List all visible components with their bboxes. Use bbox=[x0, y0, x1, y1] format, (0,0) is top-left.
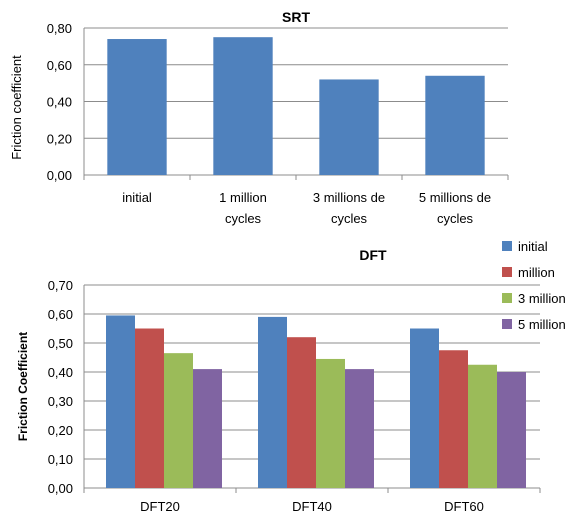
dft-bar bbox=[258, 316, 287, 488]
dft-y-tick-label: 0,00 bbox=[48, 481, 73, 496]
srt-bar bbox=[319, 79, 379, 175]
dft-chart: 0,00 0,10 0,20 0,30 0,40 0,50 0,60 0,70 DFT20 DFT… bbox=[16, 239, 566, 514]
dft-bar bbox=[316, 358, 345, 488]
dft-legend-swatch bbox=[502, 267, 512, 277]
dft-y-tick-label: 0,40 bbox=[48, 365, 73, 380]
dft-category-label: DFT20 bbox=[140, 499, 180, 514]
dft-bar bbox=[497, 372, 526, 488]
dft-bar bbox=[164, 353, 193, 488]
srt-bar bbox=[425, 75, 485, 175]
dft-title: DFT bbox=[359, 247, 387, 263]
srt-category-label: 5 millions de bbox=[419, 190, 491, 205]
dft-legend-label: initial bbox=[518, 239, 548, 254]
srt-y-tick-label: 0,20 bbox=[47, 131, 72, 146]
dft-bar bbox=[135, 328, 164, 488]
srt-y-tick-label: 0,40 bbox=[47, 95, 72, 110]
srt-category-label: initial bbox=[122, 190, 152, 205]
srt-category-label: cycles bbox=[331, 211, 368, 226]
dft-bar bbox=[287, 337, 316, 488]
dft-y-axis-label: Friction Coefficient bbox=[16, 332, 30, 441]
dft-bar bbox=[410, 328, 439, 488]
srt-category-label: cycles bbox=[225, 211, 262, 226]
srt-title: SRT bbox=[282, 9, 310, 25]
dft-category-label: DFT40 bbox=[292, 499, 332, 514]
dft-legend: initial million 3 million 5 million bbox=[502, 239, 566, 332]
srt-y-tick-label: 0,60 bbox=[47, 58, 72, 73]
srt-chart: 0,00 0,20 0,40 0,60 0,80 initial 1 million cycl… bbox=[9, 9, 509, 226]
dft-y-tick-label: 0,20 bbox=[48, 423, 73, 438]
srt-bar bbox=[107, 39, 167, 176]
srt-y-axis-label: Friction coefficient bbox=[9, 55, 24, 160]
dft-bar bbox=[345, 369, 374, 488]
dft-y-tick-label: 0,60 bbox=[48, 307, 73, 322]
dft-y-tick-label: 0,10 bbox=[48, 452, 73, 467]
dft-legend-label: 3 million bbox=[518, 291, 566, 306]
dft-bar bbox=[468, 364, 497, 488]
srt-y-tick-label: 0,80 bbox=[47, 21, 72, 36]
srt-category-label: 3 millions de bbox=[313, 190, 385, 205]
dft-bar bbox=[106, 315, 135, 488]
dft-bar bbox=[193, 369, 222, 488]
srt-category-label: cycles bbox=[437, 211, 474, 226]
dft-legend-swatch bbox=[502, 293, 512, 303]
dft-y-tick-label: 0,50 bbox=[48, 336, 73, 351]
dft-category-label: DFT60 bbox=[444, 499, 484, 514]
dft-legend-label: 5 million bbox=[518, 317, 566, 332]
dft-legend-swatch bbox=[502, 241, 512, 251]
dft-y-tick-label: 0,70 bbox=[48, 278, 73, 293]
dft-y-tick-label: 0,30 bbox=[48, 394, 73, 409]
srt-bar bbox=[213, 37, 273, 175]
dft-bar bbox=[439, 350, 468, 488]
srt-category-label: 1 million bbox=[219, 190, 267, 205]
srt-y-tick-label: 0,00 bbox=[47, 168, 72, 183]
dft-legend-swatch bbox=[502, 319, 512, 329]
dft-legend-label: million bbox=[518, 265, 555, 280]
